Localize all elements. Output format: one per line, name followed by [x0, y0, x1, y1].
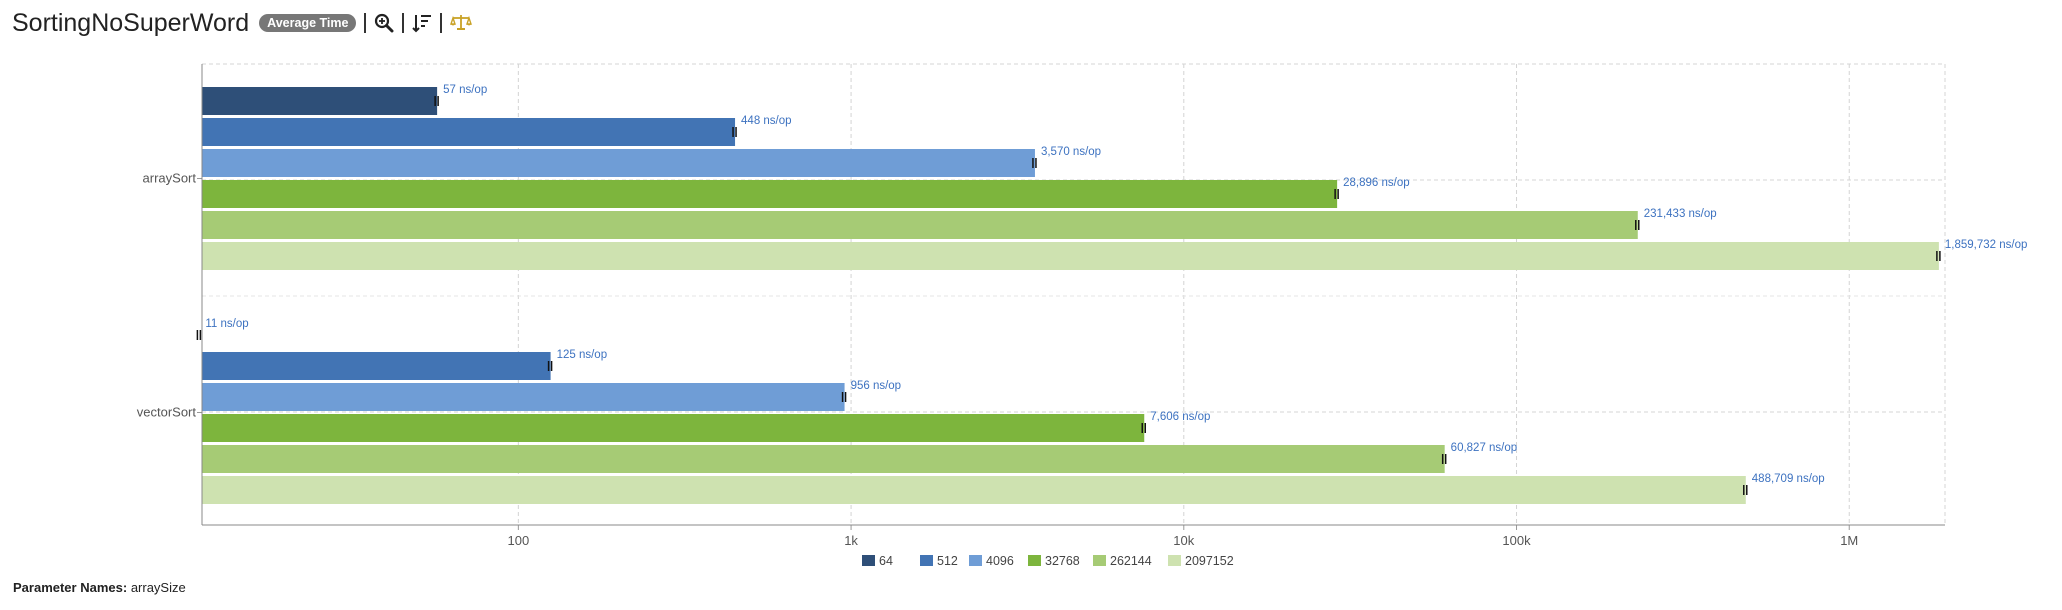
- data-label: 956 ns/op: [851, 380, 902, 392]
- parameter-names-value: arraySize: [130, 580, 186, 595]
- data-label: 28,896 ns/op: [1343, 177, 1410, 189]
- bar: [202, 383, 845, 411]
- legend-swatch: [1168, 555, 1181, 566]
- bar: [202, 476, 1746, 504]
- x-tick-label: 10k: [1173, 533, 1194, 548]
- mode-badge[interactable]: Average Time: [259, 14, 357, 32]
- data-label: 57 ns/op: [443, 84, 487, 96]
- bar: [202, 352, 551, 380]
- sort-icon[interactable]: [412, 13, 432, 33]
- x-tick-label: 1M: [1840, 533, 1858, 548]
- bar: [202, 445, 1445, 473]
- x-tick-label: 100k: [1502, 533, 1531, 548]
- category-label: vectorSort: [137, 405, 197, 420]
- legend-label: 64: [879, 554, 893, 568]
- legend-label: 4096: [986, 554, 1014, 568]
- data-label: 125 ns/op: [557, 349, 608, 361]
- bar: [202, 118, 736, 146]
- data-label: 231,433 ns/op: [1644, 208, 1717, 220]
- legend-label: 512: [937, 554, 958, 568]
- toolbar-divider: [440, 13, 443, 33]
- x-tick-label: 100: [507, 533, 529, 548]
- data-label: 448 ns/op: [741, 115, 792, 127]
- legend-label: 2097152: [1185, 554, 1234, 568]
- legend-swatch: [969, 555, 982, 566]
- data-label: 7,606 ns/op: [1150, 411, 1210, 423]
- bar: [202, 242, 1939, 270]
- x-tick-label: 1k: [844, 533, 858, 548]
- parameter-names-label: Parameter Names:: [13, 580, 128, 595]
- data-label: 488,709 ns/op: [1752, 473, 1825, 485]
- legend-swatch: [1093, 555, 1106, 566]
- legend-swatch: [1028, 555, 1041, 566]
- data-label: 3,570 ns/op: [1041, 146, 1101, 158]
- data-label: 1,859,732 ns/op: [1945, 239, 2028, 251]
- legend-swatch: [920, 555, 933, 566]
- legend-swatch: [862, 555, 875, 566]
- parameter-names: Parameter Names: arraySize: [13, 580, 186, 595]
- bar: [202, 414, 1145, 442]
- legend-label: 262144: [1110, 554, 1152, 568]
- bar: [202, 211, 1638, 239]
- zoom-icon[interactable]: [374, 13, 394, 33]
- balance-icon[interactable]: [450, 13, 473, 33]
- toolbar-divider: [364, 13, 367, 33]
- chart-header: SortingNoSuperWord Average Time: [12, 6, 473, 40]
- bar: [202, 87, 438, 115]
- bar: [202, 149, 1035, 177]
- legend-label: 32768: [1045, 554, 1080, 568]
- data-label: 60,827 ns/op: [1451, 442, 1518, 454]
- bar: [202, 180, 1338, 208]
- toolbar-divider: [402, 13, 405, 33]
- category-label: arraySort: [143, 171, 197, 186]
- page-title: SortingNoSuperWord: [12, 8, 250, 37]
- data-label: 11 ns/op: [205, 318, 248, 330]
- bar-chart: 100 1k 10k 100k 1M 57 ns/op 448 ns/op 3,570 ns/…: [137, 63, 2028, 568]
